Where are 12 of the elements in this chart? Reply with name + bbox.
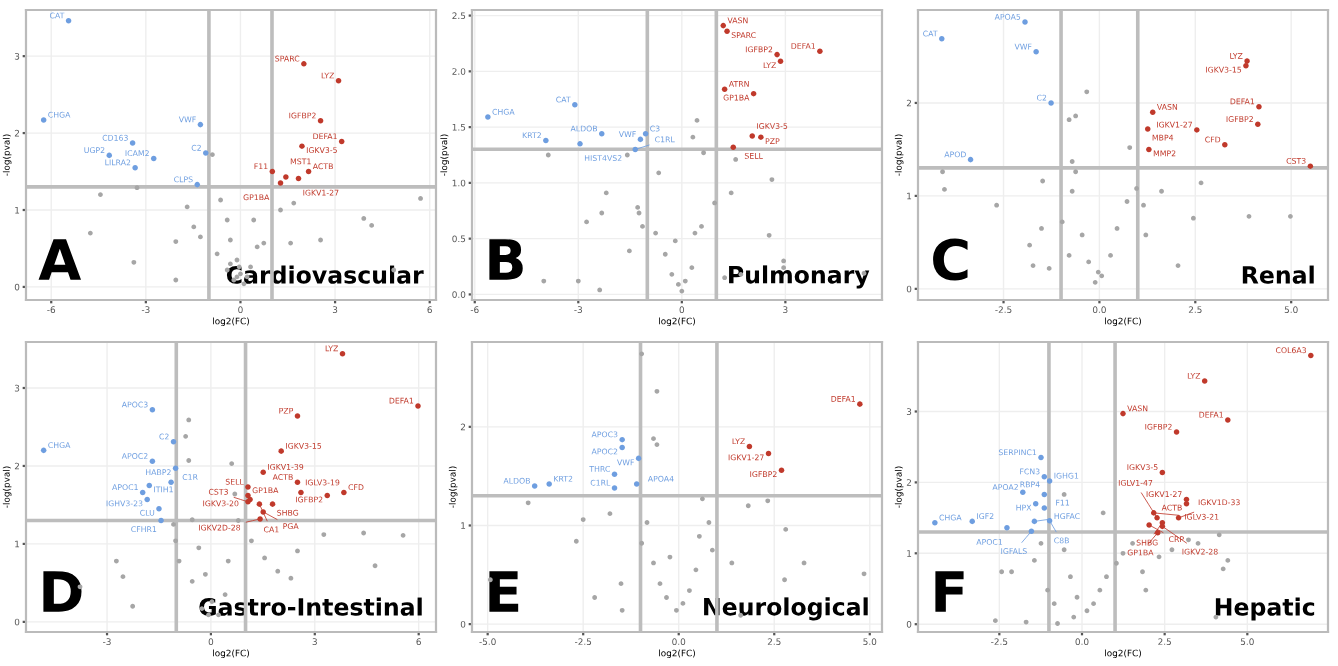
- annotation: Neurological: [704, 597, 868, 621]
- annotation: E: [489, 571, 519, 612]
- annotation: Renal: [1242, 265, 1314, 284]
- annotation: B: [489, 239, 523, 280]
- annotation: Pulmonary: [729, 265, 870, 289]
- annotation: Cardiovascular: [226, 265, 424, 284]
- annotation: A: [38, 239, 82, 280]
- annotation: Gastro-Intestinal: [199, 597, 422, 616]
- annotation: F: [935, 571, 964, 612]
- annotation: Hepatic: [1215, 597, 1315, 621]
- annotation: C: [933, 238, 968, 281]
- annotation: D: [43, 571, 82, 612]
